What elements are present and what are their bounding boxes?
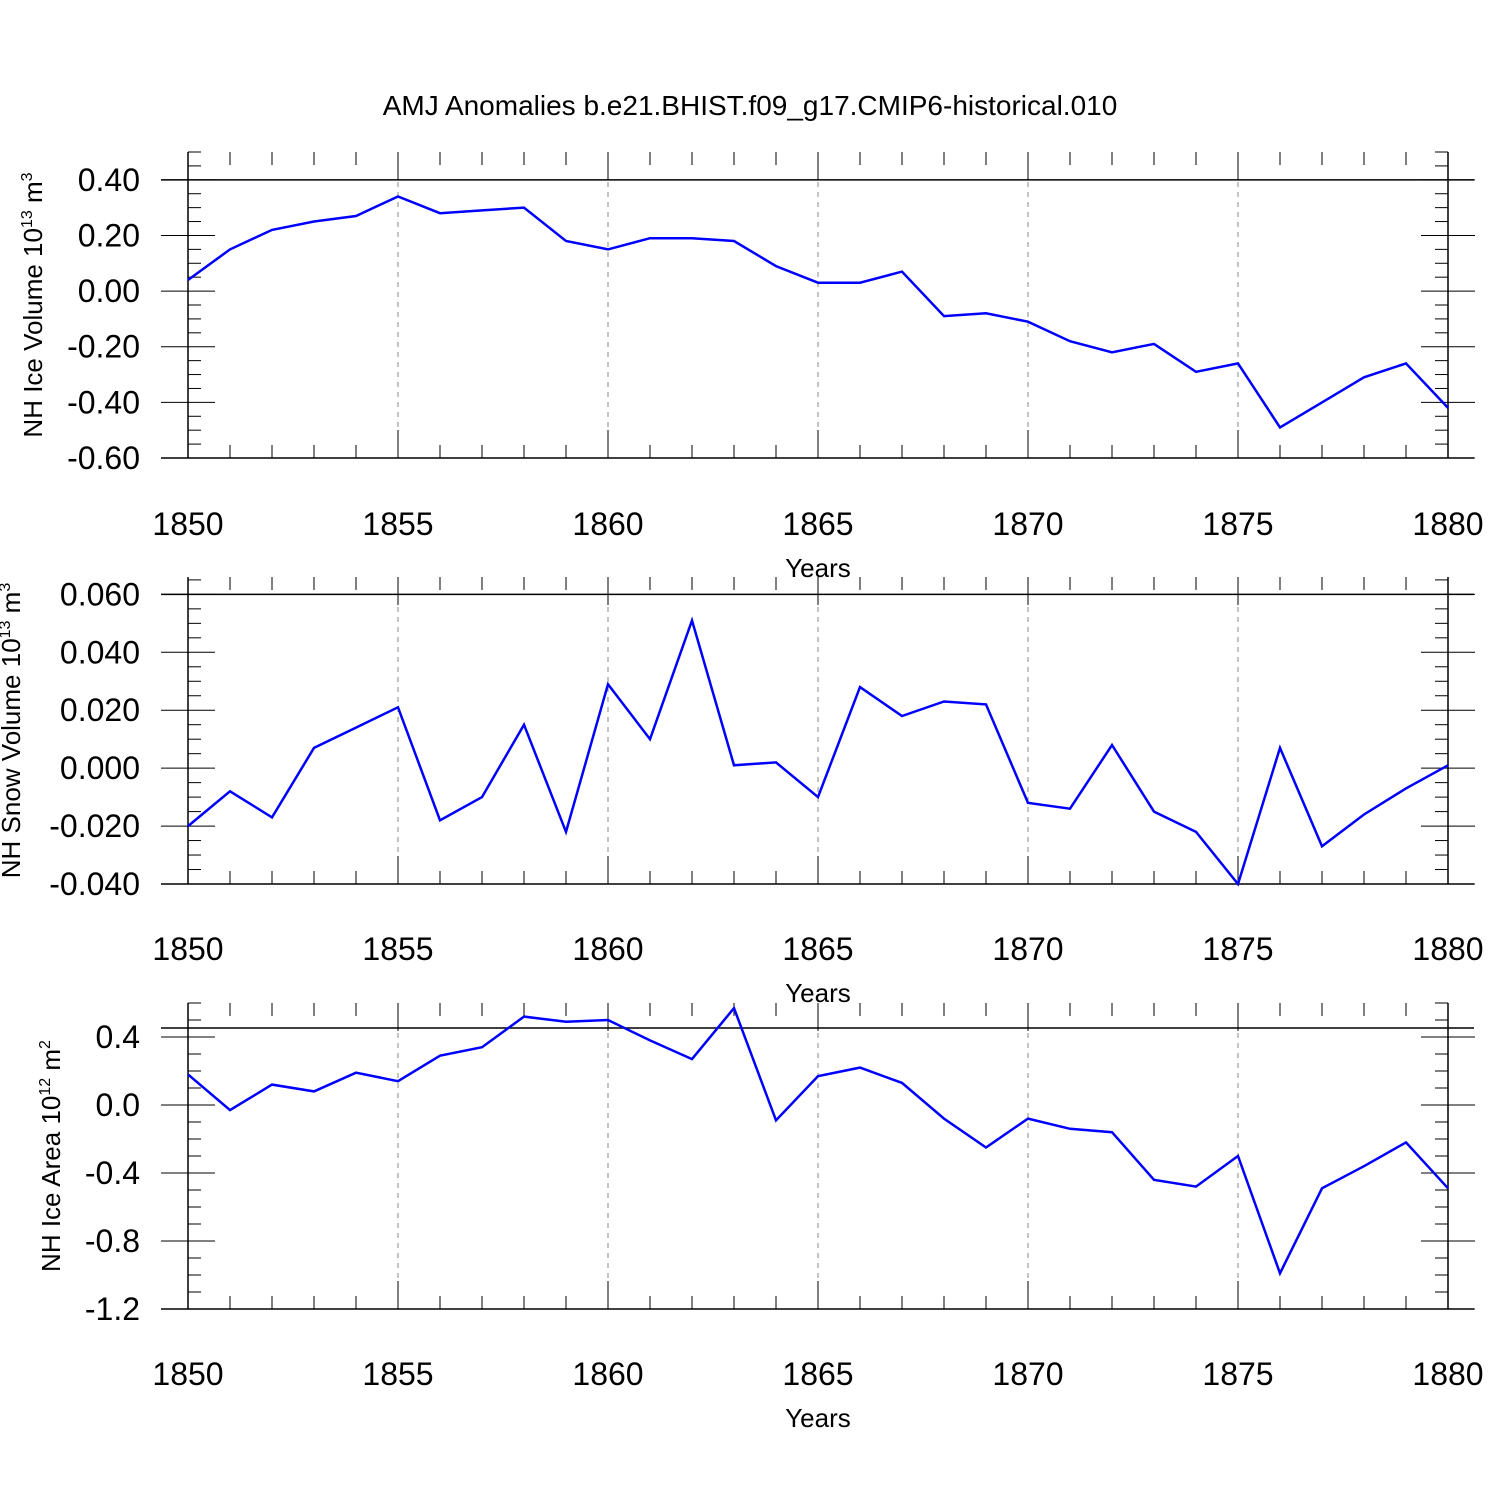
y-tick-label: 0.20 [78,217,140,253]
x-tick-label: 1850 [152,1356,223,1392]
y-tick-label: -0.4 [85,1155,140,1191]
y-tick-label: 0.40 [78,162,140,198]
y-tick-label: -0.8 [85,1223,140,1259]
chart-title: AMJ Anomalies b.e21.BHIST.f09_g17.CMIP6-… [383,90,1118,121]
y-tick-label: -0.020 [49,808,140,844]
y-tick-label: -0.20 [67,329,140,365]
x-axis-title: Years [785,1403,851,1433]
y-tick-label: 0.000 [60,750,140,786]
x-tick-label: 1880 [1412,931,1483,967]
y-tick-label: 0.040 [60,634,140,670]
x-tick-label: 1875 [1202,931,1273,967]
y-axis-title: NH Ice Volume 1013 m3 [18,172,48,437]
x-tick-label: 1870 [992,931,1063,967]
x-tick-label: 1865 [782,931,853,967]
y-tick-label: -0.40 [67,384,140,420]
x-tick-label: 1870 [992,1356,1063,1392]
panel-1: -0.60 -0.40 -0.20 0.00 0.20 0.40 1850 1855 1860 1… [18,151,1484,583]
x-tick-label: 1875 [1202,1356,1273,1392]
x-tick-label: 1880 [1412,506,1483,542]
panel-3: -1.2 -0.8 -0.4 0.0 0.4 1850 1855 1860 1865 1870 18… [36,1002,1484,1433]
series-line [187,616,1449,887]
y-tick-label: 0.4 [96,1019,140,1055]
x-tick-label: 1865 [782,1356,853,1392]
y-tick-label: 0.0 [96,1087,140,1123]
series-line [187,1005,1449,1277]
y-tick-label: 0.060 [60,576,140,612]
x-tick-label: 1855 [362,1356,433,1392]
x-tick-label: 1855 [362,931,433,967]
y-tick-label: -0.040 [49,866,140,902]
x-tick-label: 1850 [152,931,223,967]
x-tick-label: 1880 [1412,1356,1483,1392]
x-tick-label: 1860 [572,1356,643,1392]
x-tick-label: 1860 [572,931,643,967]
panel-2: -0.040 -0.020 0.000 0.020 0.040 0.060 1850 1855… [0,576,1484,1008]
y-tick-label: -1.2 [85,1291,140,1327]
x-tick-label: 1875 [1202,506,1273,542]
x-tick-label: 1850 [152,506,223,542]
x-tick-label: 1860 [572,506,643,542]
series-line [187,195,1449,430]
y-tick-label: -0.60 [67,440,140,476]
y-tick-label: 0.00 [78,273,140,309]
x-tick-label: 1870 [992,506,1063,542]
y-axis-title: NH Snow Volume 1013 m3 [0,583,26,879]
y-tick-label: 0.020 [60,692,140,728]
x-tick-label: 1855 [362,506,433,542]
y-axis-title: NH Ice Area 1012 m2 [36,1040,66,1272]
x-tick-label: 1865 [782,506,853,542]
